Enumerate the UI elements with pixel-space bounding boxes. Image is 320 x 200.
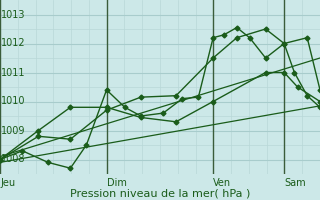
Text: 1012: 1012 [1,38,25,48]
Text: Pression niveau de la mer( hPa ): Pression niveau de la mer( hPa ) [70,188,250,198]
Text: 1011: 1011 [1,68,25,77]
Text: Ven: Ven [213,178,231,188]
Text: 1008: 1008 [1,154,25,164]
Text: Jeu: Jeu [0,178,15,188]
Text: Dim: Dim [107,178,126,188]
Text: Sam: Sam [284,178,306,188]
Text: 1013: 1013 [1,9,25,20]
Text: 1009: 1009 [1,126,25,136]
Text: 1010: 1010 [1,97,25,106]
